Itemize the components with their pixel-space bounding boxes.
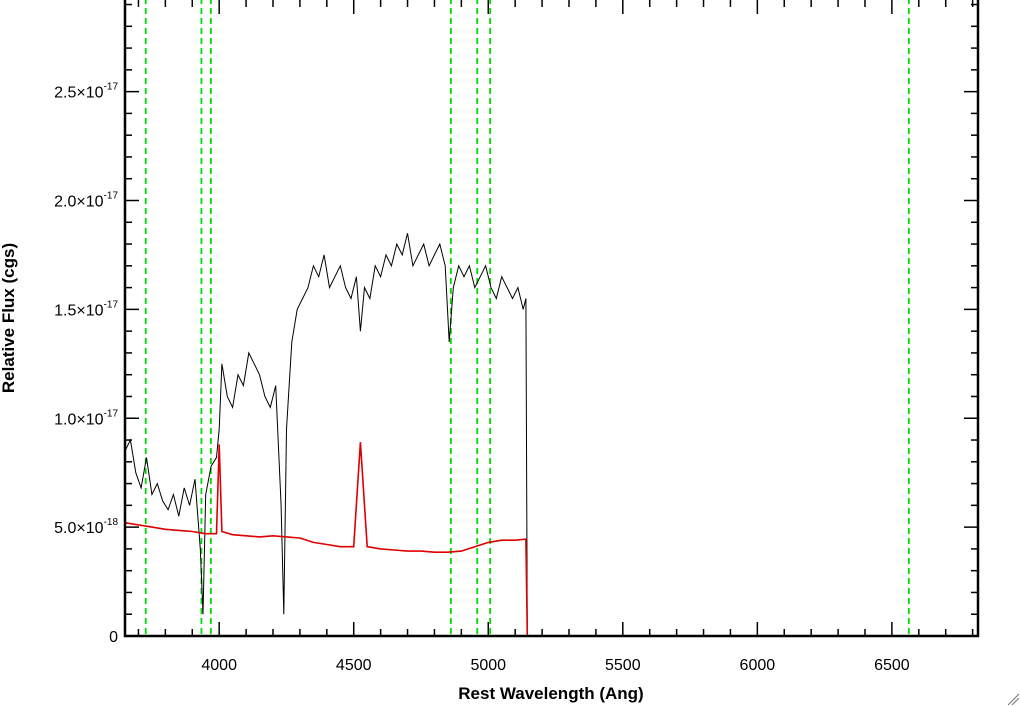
- y-tick-label: 1.5×10-17: [54, 299, 118, 319]
- y-tick-labels: 0 5.0×10-18 1.0×10-17 1.5×10-17 2.0×10-17 2.5…: [54, 82, 118, 646]
- x-tick-labels: 4000 4500 5000 5500 6000 6500: [201, 657, 909, 674]
- resize-grip-icon[interactable]: [1007, 693, 1020, 706]
- series-layer: [124, 233, 978, 637]
- y-tick-label: 5.0×10-18: [54, 517, 118, 537]
- y-tick-label: 0: [109, 629, 118, 646]
- plot-frame: [123, 0, 980, 638]
- x-tick-label: 5000: [470, 657, 506, 674]
- y-axis-label: Relative Flux (cgs): [0, 243, 18, 393]
- x-tick-label: 4500: [336, 657, 372, 674]
- x-axis-label: Rest Wavelength (Ang): [458, 684, 643, 703]
- x-tick-label: 5500: [605, 657, 641, 674]
- y-tick-label: 2.5×10-17: [54, 82, 118, 102]
- reference-lines: [144, 0, 910, 636]
- x-tick-label: 6000: [740, 657, 776, 674]
- axis-ticks: [125, 0, 978, 637]
- x-tick-label: 6500: [874, 657, 910, 674]
- series-line-1: [124, 442, 978, 637]
- series-line-0: [124, 233, 978, 637]
- y-tick-label: 2.0×10-17: [54, 191, 118, 211]
- y-tick-label: 1.0×10-17: [54, 408, 118, 428]
- x-tick-label: 4000: [201, 657, 237, 674]
